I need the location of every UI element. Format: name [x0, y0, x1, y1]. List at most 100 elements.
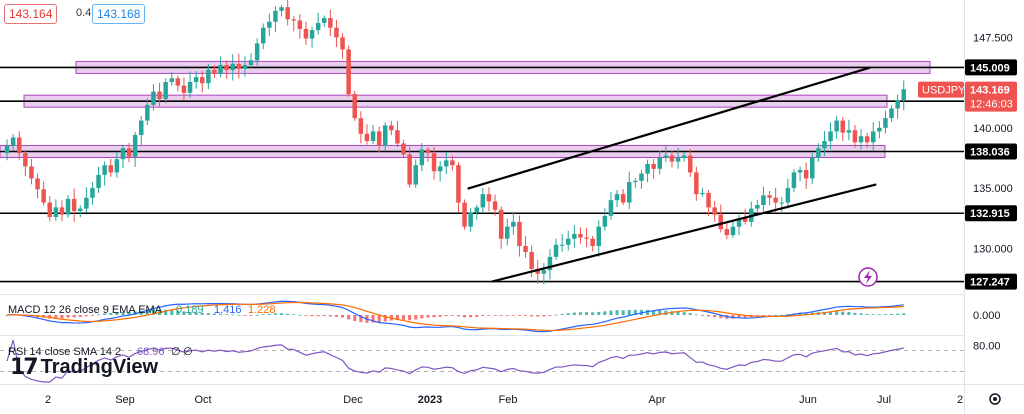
candle[interactable] — [651, 158, 656, 179]
candle[interactable] — [730, 220, 736, 238]
candle[interactable] — [590, 235, 595, 252]
candle[interactable] — [96, 166, 101, 193]
candle[interactable] — [828, 122, 833, 150]
channel-upper-line[interactable] — [467, 66, 871, 190]
level-price-label[interactable]: 145.009 — [970, 62, 1010, 74]
candle[interactable] — [181, 77, 187, 101]
bid-price[interactable]: 143.164 — [4, 4, 58, 24]
candle[interactable] — [706, 189, 711, 217]
candle[interactable] — [145, 98, 150, 125]
candle[interactable] — [230, 54, 236, 81]
candle[interactable] — [791, 169, 797, 193]
candle[interactable] — [4, 139, 10, 161]
candle[interactable] — [254, 38, 260, 66]
candle[interactable] — [871, 122, 876, 151]
candle[interactable] — [126, 142, 132, 163]
candle[interactable] — [413, 159, 419, 188]
candle[interactable] — [267, 13, 272, 37]
candle[interactable] — [187, 71, 193, 98]
candle[interactable] — [498, 206, 504, 249]
candle[interactable] — [681, 152, 687, 162]
candle[interactable] — [47, 195, 53, 222]
candle[interactable] — [901, 80, 907, 111]
candle[interactable] — [480, 188, 486, 213]
candle[interactable] — [383, 122, 388, 152]
candle[interactable] — [578, 227, 583, 244]
candle[interactable] — [700, 187, 705, 197]
candle[interactable] — [139, 116, 144, 145]
candle[interactable] — [315, 12, 321, 35]
candle[interactable] — [852, 124, 858, 148]
macd-line[interactable] — [7, 300, 904, 333]
candle[interactable] — [431, 146, 437, 180]
candle[interactable] — [749, 201, 754, 227]
candle[interactable] — [328, 9, 333, 37]
candle[interactable] — [511, 211, 516, 235]
candle[interactable] — [840, 117, 846, 142]
candle[interactable] — [163, 78, 168, 104]
candle[interactable] — [401, 139, 406, 157]
candle[interactable] — [858, 129, 864, 150]
candle[interactable] — [523, 236, 528, 258]
candle[interactable] — [547, 249, 553, 280]
candle[interactable] — [450, 155, 455, 171]
candle[interactable] — [834, 115, 839, 139]
candle[interactable] — [596, 220, 602, 257]
candle[interactable] — [322, 15, 327, 27]
candle[interactable] — [456, 162, 461, 213]
candle[interactable] — [425, 147, 431, 162]
candle[interactable] — [279, 4, 284, 17]
candle[interactable] — [889, 105, 894, 122]
level-price-label[interactable]: 132.915 — [970, 208, 1010, 220]
candle[interactable] — [35, 173, 40, 199]
candle[interactable] — [358, 111, 364, 144]
candle[interactable] — [779, 196, 785, 213]
candle[interactable] — [212, 65, 217, 78]
candle[interactable] — [297, 14, 303, 39]
candle[interactable] — [883, 110, 888, 134]
channel-lower-line[interactable] — [491, 183, 877, 283]
candle[interactable] — [65, 195, 71, 218]
candle[interactable] — [364, 124, 370, 145]
candle[interactable] — [376, 126, 382, 153]
candle[interactable] — [273, 6, 278, 33]
candle[interactable] — [114, 152, 120, 178]
candle[interactable] — [639, 169, 644, 189]
alert-icon[interactable] — [858, 267, 878, 287]
candle[interactable] — [767, 190, 772, 206]
candle[interactable] — [553, 238, 559, 260]
candle[interactable] — [200, 71, 205, 93]
candle[interactable] — [608, 192, 614, 220]
candle[interactable] — [108, 159, 114, 177]
candle[interactable] — [169, 72, 175, 86]
candle[interactable] — [810, 153, 815, 184]
candle[interactable] — [370, 124, 376, 144]
candle[interactable] — [352, 90, 358, 121]
candle[interactable] — [541, 263, 547, 285]
candle[interactable] — [712, 201, 717, 222]
candle[interactable] — [102, 161, 107, 186]
candle[interactable] — [584, 227, 589, 248]
candle[interactable] — [505, 218, 510, 246]
candle[interactable] — [340, 33, 345, 59]
candle[interactable] — [675, 147, 681, 169]
candle[interactable] — [803, 162, 809, 190]
candle[interactable] — [71, 188, 77, 222]
candle[interactable] — [291, 16, 297, 32]
candle[interactable] — [846, 119, 852, 141]
candle[interactable] — [614, 190, 620, 208]
candle[interactable] — [224, 60, 229, 79]
candle[interactable] — [785, 178, 791, 209]
candle[interactable] — [462, 199, 467, 230]
symbol-tag[interactable]: USDJPY — [922, 85, 966, 97]
candle[interactable] — [663, 146, 669, 162]
candle[interactable] — [657, 150, 663, 175]
candle[interactable] — [10, 134, 16, 151]
candle[interactable] — [718, 204, 724, 233]
level-price-label[interactable]: 127.247 — [970, 277, 1010, 289]
current-price-label[interactable]: 143.169 — [970, 85, 1010, 97]
candle[interactable] — [474, 204, 480, 220]
candle[interactable] — [53, 199, 59, 221]
candle[interactable] — [151, 84, 156, 111]
